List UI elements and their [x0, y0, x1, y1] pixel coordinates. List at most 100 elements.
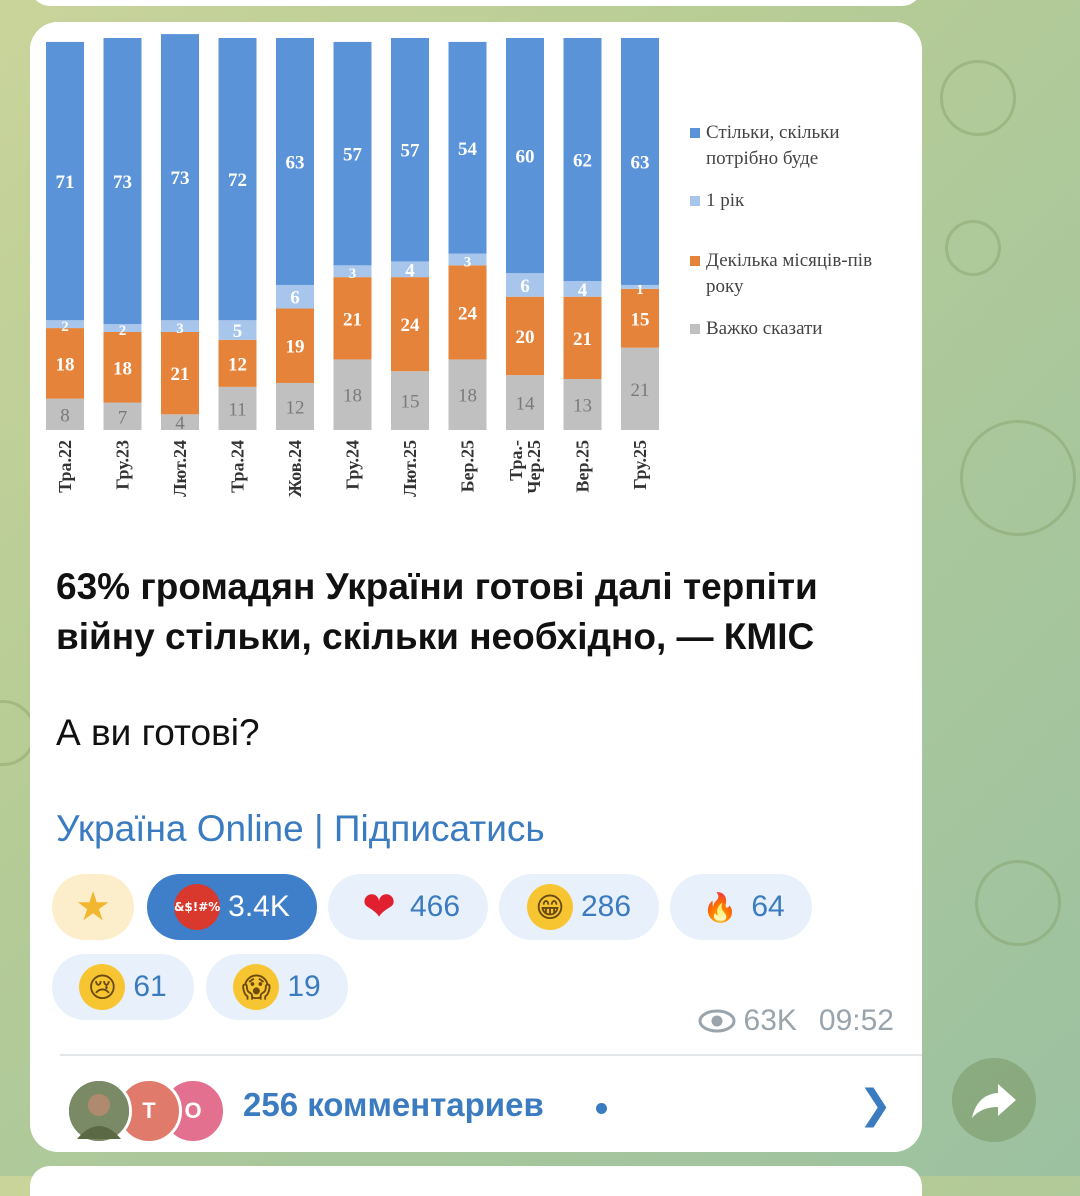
data-label: 18 — [343, 386, 362, 407]
reaction-button[interactable]: &$!#% 3.4K — [147, 874, 317, 940]
bar-segment — [506, 296, 544, 376]
bar-segment — [448, 41, 487, 254]
data-label: 24 — [401, 315, 421, 336]
commenter-avatar — [66, 1078, 132, 1144]
reaction-button[interactable]: 😢 61 — [52, 954, 194, 1020]
previous-message-bubble — [30, 0, 922, 6]
data-label: 4 — [175, 413, 185, 434]
background-doodle — [945, 220, 1001, 276]
data-label: 21 — [171, 364, 190, 385]
legend-label: року — [706, 276, 744, 297]
bar-segment — [506, 375, 544, 430]
legend-item: Декілька місяців-пів року — [690, 248, 920, 300]
data-label: 6 — [520, 276, 530, 297]
views-eye-icon — [698, 1009, 736, 1033]
data-label: 72 — [228, 170, 247, 191]
bar-segment — [391, 277, 429, 372]
reaction-count: 3.4K — [228, 890, 290, 923]
stacked-bar-chart: 818271Тра.22718273Гру.23421373Лют.241112… — [46, 34, 659, 497]
bar-segment — [161, 414, 199, 430]
bar-segment — [161, 320, 199, 332]
data-label: 1 — [636, 282, 644, 298]
bar-segment — [161, 34, 199, 321]
commenter-avatar: Т — [116, 1078, 182, 1144]
legend-swatch — [690, 256, 700, 266]
bar-segment — [448, 265, 487, 360]
grinning-face-icon: 😁 — [526, 884, 573, 930]
person-photo-icon — [69, 1081, 129, 1141]
legend-swatch — [690, 128, 700, 138]
legend-swatch — [690, 324, 700, 334]
data-label: 54 — [458, 139, 478, 160]
screaming-face-icon: 😱 — [233, 964, 280, 1010]
data-label: 3 — [464, 254, 472, 270]
legend-label: потрібно буде — [706, 148, 819, 169]
data-label: 12 — [286, 397, 305, 418]
bar-segment — [103, 324, 142, 332]
category-label: Гру.25 — [630, 440, 650, 490]
reaction-button[interactable]: 😱 19 — [206, 954, 348, 1020]
data-label: 63 — [631, 152, 650, 173]
bar-segment — [103, 402, 142, 430]
bar-segment — [103, 38, 142, 325]
data-label: 24 — [458, 303, 478, 324]
bar-segment — [46, 41, 84, 321]
comments-divider — [60, 1054, 922, 1056]
data-label: 12 — [228, 354, 247, 375]
bar-segment — [161, 332, 199, 415]
bar-segment — [506, 38, 544, 274]
bar-segment — [333, 41, 372, 266]
bar-segment — [333, 265, 372, 278]
bar-segment — [391, 371, 429, 430]
data-label: 4 — [405, 260, 415, 281]
bar-segment — [333, 277, 372, 360]
legend-label: Стільки, скільки — [706, 122, 840, 143]
category-label: Бер.25 — [458, 440, 478, 492]
reaction-button[interactable]: ★ — [52, 874, 134, 940]
comments-bar[interactable]: Т О 256 комментариев ❯ — [30, 1056, 922, 1152]
bar-segment — [103, 332, 142, 403]
data-label: 62 — [573, 151, 592, 172]
category-label: Тра.22 — [55, 440, 75, 493]
legend-swatch — [690, 196, 700, 206]
reaction-button[interactable]: 😁 286 — [499, 874, 659, 940]
category-label: Жов.24 — [285, 440, 305, 497]
bar-segment — [621, 347, 659, 430]
data-label: 3 — [176, 321, 184, 337]
data-label: 7 — [118, 407, 128, 428]
comments-count: 256 комментариев — [243, 1086, 544, 1123]
data-label: 15 — [631, 309, 650, 330]
message-meta: 63K 09:52 — [698, 1004, 894, 1038]
bar-segment — [563, 296, 602, 380]
share-button[interactable] — [952, 1058, 1036, 1142]
reaction-button[interactable]: ❤ 466 — [328, 874, 488, 940]
reaction-button[interactable]: 🔥 64 — [670, 874, 812, 940]
bar-segment — [563, 281, 602, 297]
post-question: А ви готові? — [56, 712, 260, 753]
background-doodle — [960, 420, 1076, 536]
data-label: 57 — [401, 141, 421, 162]
bar-segment — [276, 382, 314, 430]
bar-segment — [621, 284, 659, 289]
subscribe-link[interactable]: Підписатись — [333, 808, 545, 849]
background-doodle — [940, 60, 1016, 136]
data-label: 13 — [573, 396, 592, 417]
message-bubble: 8 18 2 71 Тра.22 7 18 2 73 Гру.23 4 21 3 73 Лют.24 11 12… — [30, 22, 922, 1152]
data-label: 14 — [516, 394, 536, 415]
post-title: 63% громадян України готові далі терпіти… — [56, 566, 818, 657]
category-label: Гру.23 — [113, 440, 133, 490]
legend-label: 1 рік — [706, 190, 745, 211]
bar-segment — [218, 339, 257, 387]
data-label: 57 — [343, 145, 363, 166]
bar-segment — [391, 38, 429, 262]
category-label: Тра.- — [506, 440, 526, 481]
data-label: 19 — [286, 337, 305, 358]
chart-image[interactable]: 8 18 2 71 Тра.22 7 18 2 73 Гру.23 4 21 3 73 Лют.24 11 12… — [30, 22, 922, 552]
data-label: 20 — [516, 327, 535, 348]
bar-segment — [218, 320, 257, 340]
data-label: 60 — [516, 147, 535, 168]
background-doodle — [975, 860, 1061, 946]
data-label: 63 — [286, 152, 305, 173]
channel-link[interactable]: Україна Online — [56, 808, 304, 849]
share-arrow-icon — [972, 1084, 1016, 1118]
